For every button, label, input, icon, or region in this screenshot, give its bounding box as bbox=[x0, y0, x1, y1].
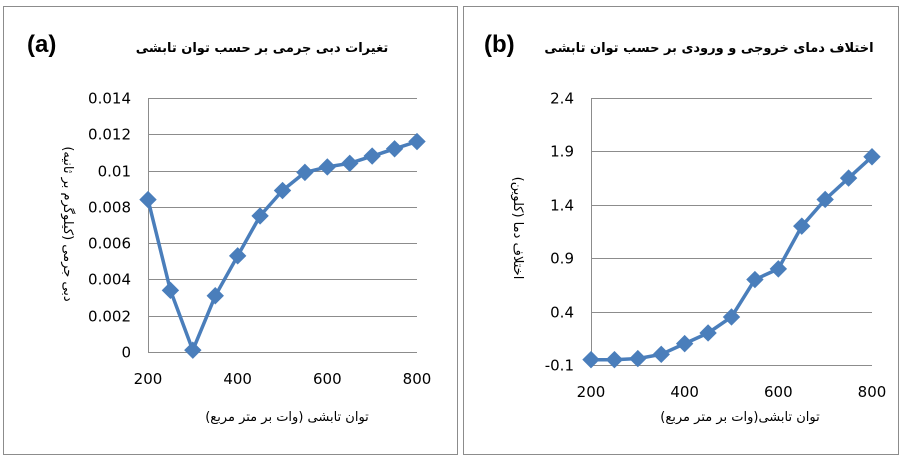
panel-b-data-point bbox=[816, 190, 834, 209]
panel-a-data-point bbox=[341, 154, 359, 173]
panel-a-x-axis-label: توان تابشی (وات بر متر مربع) bbox=[205, 410, 369, 425]
panel-a-data-point bbox=[228, 247, 247, 265]
panel-a-y-tick-label: 0.01 bbox=[98, 163, 131, 181]
panel-a-y-tick-label: 0.012 bbox=[88, 126, 131, 144]
panel-a-y-tick-label: 0.006 bbox=[88, 235, 131, 253]
panel-a-x-tick-label: 600 bbox=[313, 370, 342, 388]
panel-a: (a) تغیرات دبی جرمی بر حسب توان تابشی 00… bbox=[3, 6, 458, 455]
panel-a-frame bbox=[3, 6, 458, 455]
panel-b: (b) اختلاف دمای خروجی و ورودی بر حسب توا… bbox=[463, 6, 899, 455]
panel-b-y-tick-label: -0.1 bbox=[545, 357, 574, 375]
panel-a-data-point bbox=[251, 207, 269, 225]
panel-a-x-tick-label: 800 bbox=[403, 370, 432, 388]
panel-b-x-ticks: 200 400 600 800 bbox=[577, 383, 887, 401]
panel-b-x-tick-label: 800 bbox=[858, 383, 887, 401]
panel-b-x-axis-label: توان تابشی(وات بر متر مربع) bbox=[660, 410, 820, 425]
panel-b-data-point bbox=[605, 350, 624, 369]
panel-b-title: اختلاف دمای خروجی و ورودی بر حسب توان تا… bbox=[544, 41, 873, 56]
panel-b-data-point bbox=[769, 260, 788, 278]
panel-a-data-point bbox=[161, 281, 180, 300]
panel-a-title: تغیرات دبی جرمی بر حسب توان تابشی bbox=[136, 41, 389, 56]
panel-b-label: (b) bbox=[484, 31, 515, 58]
panel-a-data-point bbox=[385, 140, 404, 158]
panel-a-data-point bbox=[296, 163, 314, 182]
panel-b-data-point bbox=[629, 349, 647, 368]
panel-b-y-tick-label: 1.4 bbox=[550, 197, 574, 215]
panel-b-x-tick-label: 600 bbox=[764, 383, 793, 401]
panel-a-y-tick-label: 0.008 bbox=[88, 199, 131, 217]
panel-a-series bbox=[139, 132, 426, 359]
panel-b-data-point bbox=[722, 308, 741, 326]
panel-b-data-point bbox=[675, 334, 694, 353]
panel-a-data-point bbox=[363, 147, 381, 165]
panel-b-series bbox=[582, 148, 881, 369]
panel-b-data-point bbox=[839, 169, 858, 187]
panel-a-data-point bbox=[318, 158, 337, 176]
panel-b-frame bbox=[463, 6, 899, 455]
panel-a-data-point bbox=[206, 287, 224, 305]
panel-a-data-point bbox=[408, 132, 426, 151]
panel-a-y-tick-label: 0.014 bbox=[88, 90, 131, 108]
panel-a-y-tick-label: 0.004 bbox=[88, 271, 131, 289]
panel-b-y-tick-label: 0.4 bbox=[550, 304, 574, 322]
panel-b-x-tick-label: 200 bbox=[577, 383, 606, 401]
panel-b-y-axis-label: اختلاف دما (کلوین) bbox=[510, 177, 525, 280]
panel-a-x-ticks: 200 400 600 800 bbox=[134, 370, 432, 388]
panel-b-y-tick-label: 2.4 bbox=[550, 90, 574, 108]
panel-b-data-point bbox=[582, 350, 600, 369]
panel-a-x-tick-label: 400 bbox=[223, 370, 252, 388]
panel-a-x-tick-label: 200 bbox=[134, 370, 163, 388]
panel-a-label: (a) bbox=[27, 31, 56, 58]
panel-b-y-ticks: -0.1 0.4 0.9 1.4 1.9 2.4 bbox=[545, 90, 574, 375]
panel-b-y-tick-label: 0.9 bbox=[550, 250, 574, 268]
panel-b-data-point bbox=[863, 148, 881, 166]
panel-b-data-point bbox=[793, 217, 811, 235]
panel-a-y-ticks: 0 0.002 0.004 0.006 0.008 0.01 0.012 0.014 bbox=[88, 90, 131, 362]
panel-a-y-tick-label: 0 bbox=[121, 344, 131, 362]
panel-a-y-tick-label: 0.002 bbox=[88, 308, 131, 326]
panel-b-y-tick-label: 1.9 bbox=[550, 143, 574, 161]
panel-a-data-point bbox=[184, 341, 202, 359]
panel-a-data-point bbox=[139, 190, 157, 209]
panel-b-data-point bbox=[746, 270, 764, 289]
panel-a-data-point bbox=[273, 181, 292, 200]
panel-a-y-axis-label: دبی جرمی (کیلوگرم بر ثانیه) bbox=[60, 146, 76, 302]
panel-b-x-tick-label: 400 bbox=[670, 383, 699, 401]
panel-b-data-point bbox=[652, 345, 670, 364]
panel-b-data-point bbox=[699, 324, 717, 342]
